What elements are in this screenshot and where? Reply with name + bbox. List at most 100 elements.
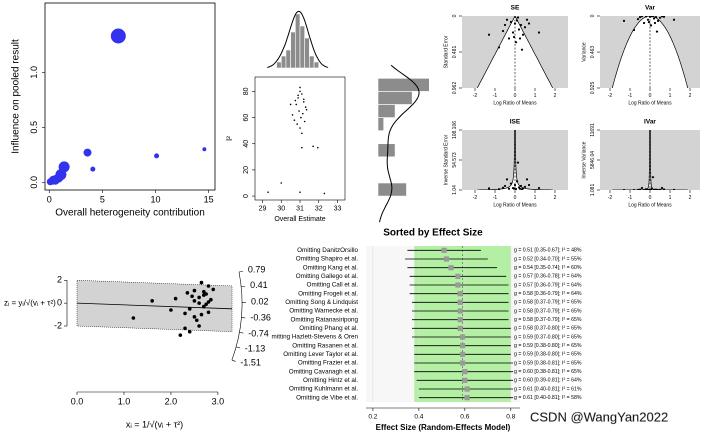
point: [503, 23, 507, 27]
point: [660, 16, 664, 18]
point: [206, 300, 211, 304]
y-tick-label: 0.481: [452, 46, 458, 59]
funnel-group: [477, 130, 553, 190]
plot-frame: [254, 76, 346, 201]
panel-title: Var: [645, 5, 656, 12]
point: [660, 186, 664, 190]
point: [83, 148, 92, 157]
point: [632, 188, 636, 190]
point: [654, 16, 658, 19]
x-tick-label: -1: [628, 93, 633, 99]
point: [644, 188, 648, 190]
point: [299, 86, 301, 89]
point: [58, 161, 70, 173]
x-tick-label: 10: [150, 195, 160, 205]
point: [525, 178, 529, 181]
funnel-group: [612, 130, 688, 190]
effect-label: g = 0.59 [0.38-0.80]; I² = 65%: [514, 352, 582, 358]
point: [527, 183, 531, 187]
point: [672, 188, 676, 190]
point: [301, 93, 303, 95]
point: [202, 289, 206, 294]
y-tick-label: 5846.04: [590, 151, 596, 169]
x-axis-label: Overall Estimate: [274, 216, 325, 223]
study-label: Omitting Shapiro et al.: [296, 256, 359, 263]
point: [305, 108, 308, 111]
density-curve: [379, 64, 420, 223]
effect-box: [457, 291, 463, 297]
point: [640, 16, 644, 18]
point: [302, 98, 305, 101]
point: [497, 188, 501, 190]
point: [202, 304, 206, 309]
x-tick-label: 0.0: [71, 397, 84, 407]
effect-box: [459, 351, 466, 357]
effect-box: [448, 265, 454, 271]
y-tick-label: 0.0: [29, 176, 39, 189]
point: [501, 186, 505, 189]
y-tick-label: 0: [243, 194, 250, 198]
effect-label: g = 0.59 [0.37-0.80]; I² = 65%: [514, 334, 582, 340]
point: [519, 184, 523, 188]
point: [537, 186, 541, 190]
y-tick-label: 0: [590, 14, 596, 17]
point: [622, 19, 626, 23]
radial-tick-label: -0.36: [250, 313, 271, 323]
study-label: Omitting Hintz et al.: [303, 377, 358, 384]
effect-box: [459, 360, 466, 366]
effect-box: [457, 299, 463, 305]
point: [303, 120, 306, 123]
hist-bar: [276, 61, 282, 69]
hist-bar: [304, 37, 310, 69]
radial-tick-label: 0.79: [248, 265, 266, 275]
point: [658, 16, 662, 19]
radial-tick: [236, 346, 241, 349]
point: [651, 176, 655, 179]
y-tick-label: 0.962: [452, 82, 458, 95]
watermark: CSDN @WangYan2022: [530, 409, 668, 424]
effect-label: g = 0.60 [0.38-0.81]; I² = 65%: [514, 369, 582, 375]
effect-box: [455, 282, 461, 288]
point: [323, 192, 326, 195]
x-tick-label: 0: [514, 195, 517, 201]
x-tick-label: 33: [334, 206, 342, 213]
y-tick-label: 1.081: [590, 184, 596, 197]
point: [511, 31, 515, 34]
point: [640, 186, 644, 190]
point: [199, 280, 204, 285]
effect-box: [455, 273, 461, 279]
y-axis-label: I²: [225, 136, 234, 141]
x-tick-label: 1: [669, 195, 672, 201]
effect-label: g = 0.59 [0.38-0.81]; I² = 65%: [514, 360, 582, 366]
point: [487, 187, 491, 190]
x-tick-label: 2: [554, 93, 557, 99]
point: [294, 99, 297, 102]
x-axis-label: xᵢ = 1/√(vᵢ + τ²): [126, 419, 183, 429]
effect-label: g = 0.52 [0.34-0.70]; I² = 55%: [514, 256, 582, 262]
point: [662, 188, 666, 190]
effect-label: g = 0.58 [0.37-0.79]; I² = 65%: [514, 308, 582, 314]
point: [636, 18, 640, 21]
y-tick-label: 1.0: [29, 66, 39, 79]
effect-label: g = 0.61 [0.40-0.81]; I² = 58%: [514, 395, 582, 401]
radial-tick-label: -0.74: [248, 328, 269, 338]
x-tick-label: 0: [649, 195, 652, 201]
x-tick-label: 2: [689, 195, 692, 201]
point: [651, 16, 655, 18]
y-tick-label: 60: [243, 114, 250, 122]
y-axis-label: zᵢ = yᵢ/√(vᵢ + τ²): [4, 298, 56, 307]
study-label: Omitting DanitzOrsillo: [297, 247, 358, 254]
point: [301, 132, 303, 135]
funnel-group: [611, 16, 689, 88]
point: [299, 90, 301, 93]
panel-title: ISE: [510, 119, 521, 126]
x-axis-label: Overall heterogeneity contribution: [55, 208, 205, 219]
point: [649, 24, 653, 27]
point: [206, 310, 211, 315]
point: [197, 301, 201, 305]
point: [647, 188, 651, 190]
x-tick-label: -2: [608, 93, 613, 99]
funnel-group: [476, 16, 554, 88]
effect-label: g = 0.54 [0.35-0.74]; I² = 60%: [514, 265, 582, 271]
